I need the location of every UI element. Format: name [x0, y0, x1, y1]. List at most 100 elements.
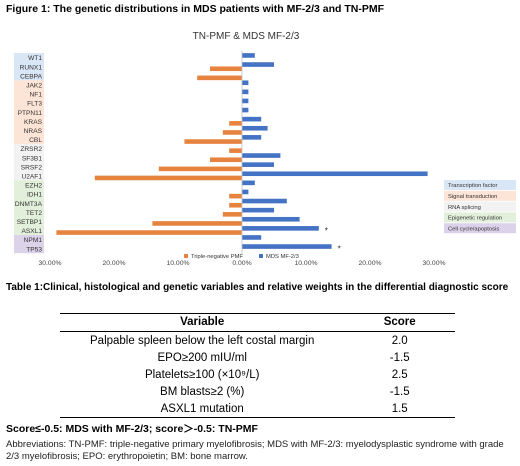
x-tick-label: 20.00% — [358, 260, 381, 267]
bar-mds-mf — [242, 244, 332, 249]
x-tick-label: 30.00% — [422, 260, 445, 267]
gene-label: TP53 — [26, 246, 42, 253]
table-row: BM blasts≥2 (%) -1.5 — [60, 383, 455, 400]
bar-mds-mf — [242, 207, 274, 213]
gene-label: SETBP1 — [17, 219, 43, 226]
x-tick-label: 10.00% — [294, 260, 317, 267]
series-legend-swatch — [184, 254, 188, 258]
bar-mds-mf — [242, 53, 255, 58]
gene-label: EZH2 — [25, 183, 42, 190]
bar-mds-mf — [242, 80, 249, 86]
gene-label: FLT3 — [27, 101, 42, 108]
bar-tn-pmf — [94, 175, 242, 181]
bar-mds-mf — [242, 226, 319, 231]
gene-label: TET2 — [26, 210, 42, 217]
bar-tn-pmf — [229, 121, 242, 126]
group-legend-swatch — [444, 190, 516, 201]
table-row: Palpable spleen below the left costal ma… — [60, 332, 455, 350]
bar-tn-pmf — [56, 230, 243, 235]
gene-label: CEBPA — [20, 73, 42, 80]
bar-tn-pmf — [229, 193, 242, 199]
x-tick-label: 30.00% — [38, 260, 61, 267]
score-cell: 2.0 — [391, 334, 408, 347]
group-legend-swatch — [444, 201, 516, 212]
variable-cell: ASXL1 mutation — [60, 400, 345, 418]
group-legend-label: Cell cycle/apoptosis — [448, 226, 499, 232]
bar-mds-mf — [242, 98, 249, 104]
bar-tn-pmf — [210, 157, 242, 163]
score-cell: -1.5 — [389, 351, 410, 364]
bar-tn-pmf — [158, 166, 242, 172]
bar-mds-mf — [242, 89, 249, 95]
table-row: ASXL1 mutation 1.5 — [60, 400, 455, 418]
score-header: Score — [344, 313, 455, 332]
gene-label: SF3B1 — [22, 155, 42, 162]
bar-mds-mf — [242, 198, 287, 204]
bar-mds-mf — [242, 171, 428, 177]
table-row: Platelets≥100 (×10⁹/L) 2.5 — [60, 366, 455, 383]
category-group-band — [14, 144, 44, 181]
category-group-band — [14, 235, 44, 254]
gene-label: WT1 — [28, 55, 42, 62]
series-legend-label: Triple-negative PMF — [191, 254, 243, 260]
bar-tn-pmf — [210, 66, 242, 72]
bar-mds-mf — [242, 116, 262, 122]
bar-mds-mf — [242, 135, 262, 140]
group-legend-label: Transcription factor — [448, 183, 497, 189]
gene-label: RUNX1 — [20, 64, 43, 71]
table-caption: Table 1:Clinical, histological and genet… — [6, 282, 509, 293]
variable-header: Variable — [60, 313, 345, 332]
bar-mds-mf — [242, 125, 268, 131]
bar-mds-mf — [242, 107, 249, 113]
bar-tn-pmf — [229, 202, 242, 208]
series-legend-label: MDS MF-2/3 — [266, 254, 299, 260]
gene-label: CBL — [29, 137, 42, 144]
gene-label: NF1 — [30, 92, 43, 99]
chart-title: TN-PMF & MDS MF-2/3 — [193, 31, 300, 42]
group-legend-swatch — [444, 223, 516, 234]
gene-label: JAK2 — [26, 82, 42, 89]
bar-tn-pmf — [184, 139, 242, 144]
bar-tn-pmf — [229, 148, 242, 153]
bar-tn-pmf — [197, 75, 242, 81]
bar-mds-mf — [242, 62, 274, 67]
significance-marker: * — [338, 245, 341, 254]
table-header-row: Variable Score — [60, 313, 455, 332]
gene-label: ASXL1 — [21, 228, 42, 235]
category-group-band — [14, 80, 44, 144]
variable-cell: Platelets≥100 (×10⁹/L) — [144, 368, 260, 381]
group-legend-label: RNA splicing — [448, 205, 481, 211]
bar-tn-pmf — [222, 130, 242, 135]
gene-distribution-chart: TN-PMF & MDS MF-2/3 WT1 RUNX1 CEBPA JAK2 NF1… — [14, 31, 516, 267]
series-legend-swatch — [259, 254, 263, 258]
score-cell: -1.5 — [389, 385, 410, 398]
score-table: Variable Score Palpable spleen below the… — [60, 313, 455, 418]
gene-label: DNMT3A — [15, 201, 43, 208]
gene-label: U2AF1 — [21, 173, 42, 180]
variable-cell: BM blasts≥2 (%) — [160, 385, 245, 398]
category-group-band — [14, 53, 44, 81]
significance-marker: * — [325, 226, 328, 235]
abbreviations-note: Abbreviations: TN-PMF: triple-negative p… — [6, 439, 504, 462]
score-rule: Score≤-0.5: MDS with MF-2/3; score＞-0.5:… — [6, 423, 258, 435]
score-cell: 1.5 — [344, 400, 455, 418]
x-tick-label: 0.00% — [232, 260, 251, 267]
gene-label: IDH1 — [27, 192, 42, 199]
gene-label: SRSF2 — [21, 164, 43, 171]
gene-label: NPM1 — [24, 237, 43, 244]
bar-mds-mf — [242, 162, 274, 167]
bar-mds-mf — [242, 216, 300, 222]
gene-label: PTPN11 — [18, 110, 43, 117]
gene-label: ZRSR2 — [20, 146, 42, 153]
variable-cell: EPO≥200 mIU/ml — [157, 351, 247, 364]
score-cell: 2.5 — [391, 368, 408, 381]
bar-tn-pmf — [222, 212, 242, 217]
bar-mds-mf — [242, 189, 249, 195]
variable-cell: Palpable spleen below the left costal ma… — [90, 334, 315, 347]
group-legend-swatch — [444, 212, 516, 223]
bar-mds-mf — [242, 153, 281, 158]
x-tick-label: 10.00% — [166, 260, 189, 267]
table-row: EPO≥200 mIU/ml -1.5 — [60, 349, 455, 366]
bar-tn-pmf — [152, 221, 242, 226]
bar-mds-mf — [242, 180, 255, 186]
